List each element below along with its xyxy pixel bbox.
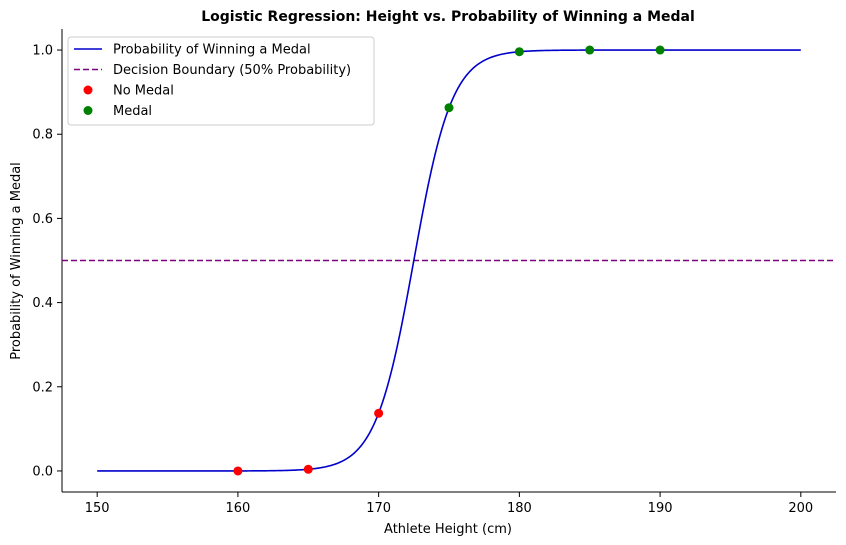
x-tick-label: 160 [225,501,250,516]
y-tick-label: 0.2 [32,380,53,395]
y-tick-label: 0.4 [32,296,53,311]
legend-medal-label: Medal [113,104,152,119]
data-point-no-medal [303,464,313,474]
legend-boundary-label: Decision Boundary (50% Probability) [113,63,351,78]
plot-area: 150 160 170 180 190 200 0.0 0.2 0.4 0.6 0.8 1.0 [32,29,836,516]
legend-curve-label: Probability of Winning a Medal [113,43,311,58]
y-tick-label: 1.0 [32,44,53,59]
data-point-no-medal [374,408,384,418]
y-tick-label: 0.8 [32,128,53,143]
y-tick-label: 0.0 [32,464,53,479]
legend-medal-swatch [83,106,93,115]
data-point-medal [585,45,595,55]
data-point-medal [514,47,524,57]
legend-box [67,36,375,126]
chart-title: Logistic Regression: Height vs. Probabil… [201,9,695,25]
legend-no-medal-label: No Medal [113,84,174,99]
x-tick-label: 170 [366,501,391,516]
data-point-medal [655,45,665,55]
legend: Probability of Winning a Medal Decision B… [67,36,375,126]
y-tick-label: 0.6 [32,212,53,227]
x-tick-label: 150 [85,501,110,516]
y-axis-label: Probability of Winning a Medal [9,162,24,360]
x-tick-label: 200 [788,501,813,516]
x-tick-label: 180 [507,501,532,516]
x-axis-label: Athlete Height (cm) [384,522,512,537]
data-point-no-medal [233,466,243,476]
legend-no-medal-swatch [83,85,93,95]
data-point-medal [444,103,454,113]
x-tick-label: 190 [648,501,673,516]
